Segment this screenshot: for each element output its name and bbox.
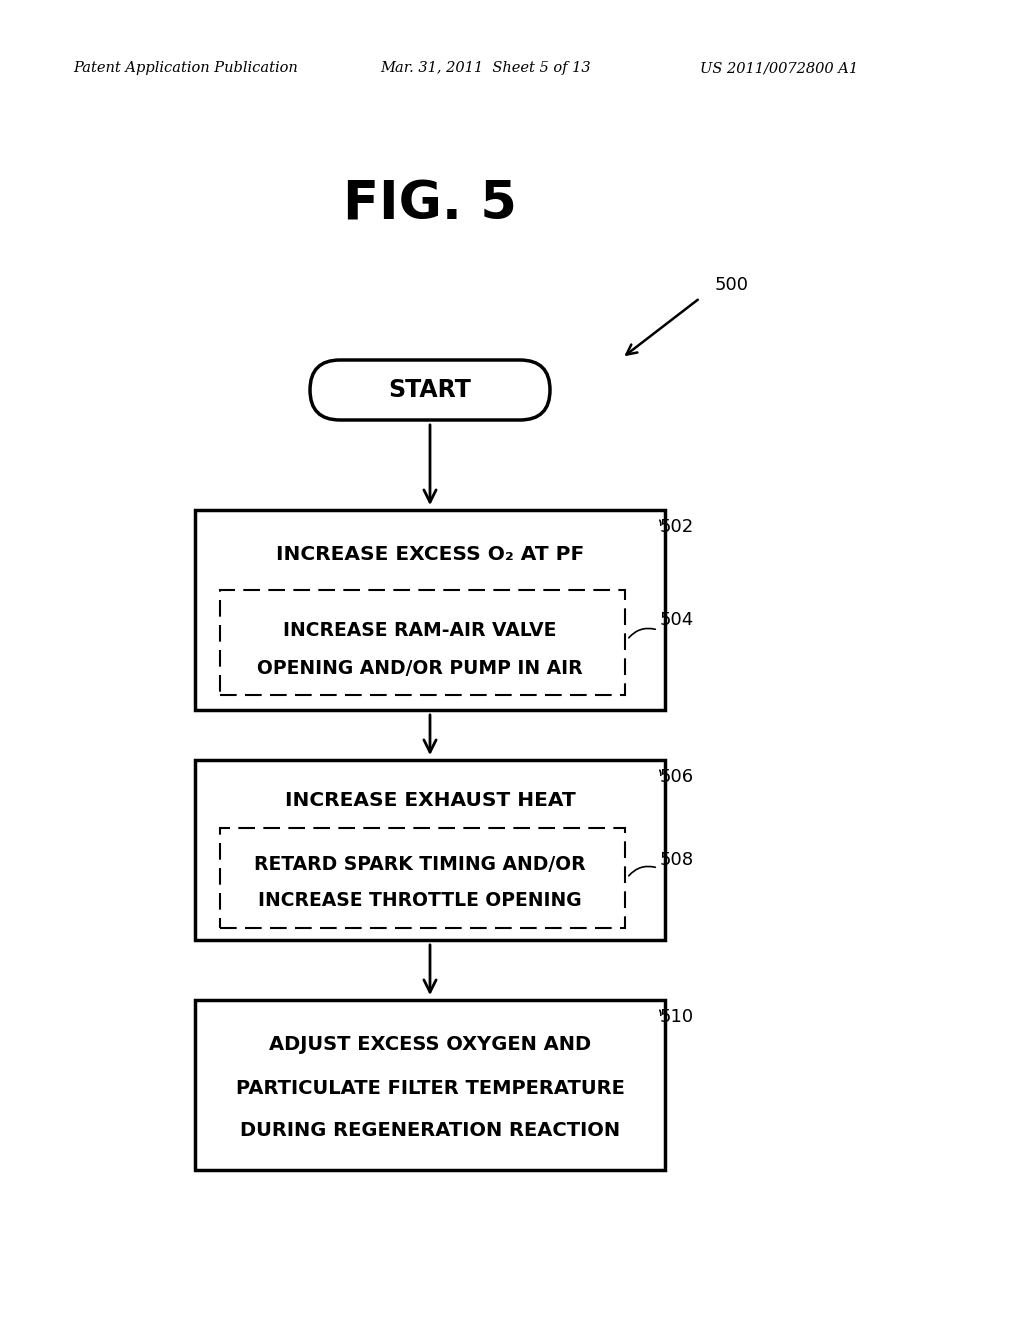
Bar [195,510,665,710]
Text: START: START [388,378,471,403]
Text: 510: 510 [660,1008,694,1026]
Text: INCREASE EXHAUST HEAT: INCREASE EXHAUST HEAT [285,791,575,809]
Bar [220,828,625,928]
Bar [195,760,665,940]
Text: Mar. 31, 2011  Sheet 5 of 13: Mar. 31, 2011 Sheet 5 of 13 [380,61,591,75]
Text: 504: 504 [660,611,694,630]
Text: Patent Application Publication: Patent Application Publication [73,61,298,75]
Text: INCREASE RAM-AIR VALVE: INCREASE RAM-AIR VALVE [284,620,557,639]
FancyBboxPatch shape [310,360,550,420]
Text: OPENING AND/OR PUMP IN AIR: OPENING AND/OR PUMP IN AIR [257,659,583,677]
Text: DURING REGENERATION REACTION: DURING REGENERATION REACTION [240,1121,621,1139]
Text: 506: 506 [660,768,694,785]
Text: FIG. 5: FIG. 5 [343,180,517,231]
Text: INCREASE EXCESS O₂ AT PF: INCREASE EXCESS O₂ AT PF [275,545,584,565]
Bar [220,590,625,696]
Text: US 2011/0072800 A1: US 2011/0072800 A1 [700,61,858,75]
Bar [195,1001,665,1170]
Text: 500: 500 [715,276,749,294]
Text: PARTICULATE FILTER TEMPERATURE: PARTICULATE FILTER TEMPERATURE [236,1078,625,1097]
Text: 508: 508 [660,851,694,869]
Text: 502: 502 [660,517,694,536]
Text: INCREASE THROTTLE OPENING: INCREASE THROTTLE OPENING [258,891,582,909]
Text: RETARD SPARK TIMING AND/OR: RETARD SPARK TIMING AND/OR [254,855,586,874]
Text: ADJUST EXCESS OXYGEN AND: ADJUST EXCESS OXYGEN AND [269,1035,591,1055]
